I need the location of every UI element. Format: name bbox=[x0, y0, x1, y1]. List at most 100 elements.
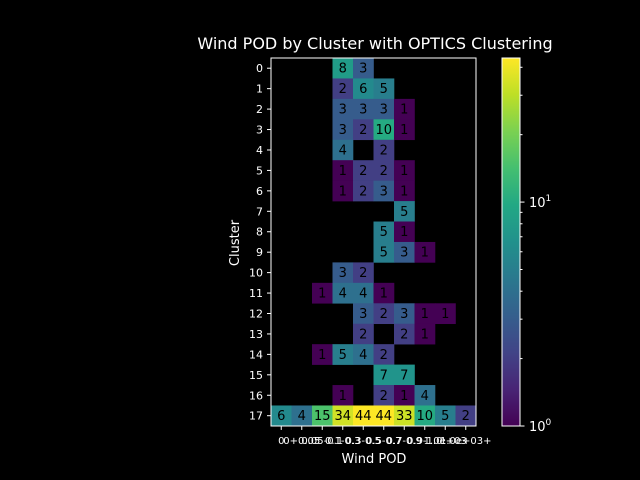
heatmap-cell bbox=[373, 282, 395, 304]
heatmap-cell bbox=[353, 262, 374, 284]
heatmap-cell bbox=[332, 282, 354, 304]
heatmap-cell bbox=[353, 98, 374, 120]
x-tick-label: 0.05-0.1 bbox=[301, 436, 343, 447]
heatmap-cell bbox=[373, 98, 395, 120]
heatmap-cell bbox=[394, 385, 415, 406]
y-tick-label: 10 bbox=[249, 267, 263, 280]
cell-value-label: 33 bbox=[396, 409, 413, 424]
heatmap-cell bbox=[373, 119, 395, 141]
cell-value-label: 2 bbox=[359, 184, 367, 199]
y-tick-label: 4 bbox=[256, 144, 263, 157]
x-tick-label: 1.0e+03 bbox=[424, 436, 467, 447]
cell-value-label: 2 bbox=[400, 327, 408, 342]
x-tick-label: 0+0.05 bbox=[283, 436, 320, 447]
cell-value-label: 3 bbox=[380, 103, 388, 118]
heatmap-cell bbox=[414, 241, 436, 263]
heatmap-cell bbox=[414, 323, 436, 345]
cell-value-label: 5 bbox=[380, 82, 388, 97]
cell-value-label: 8 bbox=[339, 62, 347, 77]
x-axis-label: Wind POD bbox=[342, 452, 407, 467]
cell-value-label: 1 bbox=[441, 307, 449, 322]
cell-value-label: 10 bbox=[416, 409, 433, 424]
y-tick-label: 6 bbox=[256, 185, 263, 198]
colorbar-tick-label: 100 bbox=[529, 418, 552, 435]
cell-value-label: 1 bbox=[318, 348, 326, 363]
heatmap-cell bbox=[455, 405, 477, 427]
y-tick-label: 15 bbox=[249, 369, 263, 382]
heatmap-cell bbox=[373, 221, 395, 243]
heatmap-cell bbox=[435, 303, 456, 325]
cell-value-label: 1 bbox=[400, 184, 408, 199]
heatmap-cell bbox=[373, 303, 395, 325]
cell-value-label: 3 bbox=[359, 307, 367, 322]
heatmap-cell bbox=[373, 385, 395, 406]
heatmap-cell bbox=[332, 139, 354, 161]
cell-value-label: 3 bbox=[400, 307, 408, 322]
heatmap-cell bbox=[353, 303, 374, 325]
heatmap-cell bbox=[312, 405, 333, 427]
cell-value-label: 2 bbox=[359, 266, 367, 281]
y-tick-label: 1 bbox=[256, 83, 263, 96]
heatmap-cell bbox=[414, 303, 436, 325]
heatmap-cell bbox=[373, 405, 395, 427]
cell-value-label: 3 bbox=[400, 246, 408, 261]
cell-value-label: 34 bbox=[334, 409, 351, 424]
cell-value-label: 4 bbox=[359, 287, 367, 302]
y-axis-label: Cluster bbox=[228, 219, 243, 266]
heatmap-cell bbox=[332, 119, 354, 141]
heatmap-cell bbox=[353, 160, 374, 181]
heatmap-cell bbox=[332, 262, 354, 284]
cell-value-label: 44 bbox=[375, 409, 392, 424]
x-tick-label: 0.3-0.5 bbox=[346, 436, 381, 447]
y-tick-label: 7 bbox=[256, 205, 263, 218]
y-tick-label: 0 bbox=[256, 62, 263, 75]
cell-value-label: 2 bbox=[462, 409, 470, 424]
heatmap-cell bbox=[332, 385, 354, 406]
cell-value-label: 5 bbox=[400, 205, 408, 220]
x-tick-label: 0.9-1.0 bbox=[407, 436, 442, 447]
heatmap-cell bbox=[291, 405, 313, 427]
cell-value-label: 1 bbox=[380, 287, 388, 302]
heatmap-cell bbox=[394, 180, 415, 202]
cell-value-label: 6 bbox=[277, 409, 285, 424]
y-tick-label: 5 bbox=[256, 164, 263, 177]
cell-value-label: 1 bbox=[339, 184, 347, 199]
cell-value-label: 10 bbox=[375, 123, 392, 138]
heatmap-cell bbox=[312, 344, 333, 365]
cell-value-label: 5 bbox=[339, 348, 347, 363]
x-tick-label: 0 bbox=[278, 436, 284, 447]
heatmap-cell bbox=[312, 282, 333, 304]
cell-value-label: 2 bbox=[380, 143, 388, 158]
cell-value-label: 2 bbox=[339, 82, 347, 97]
heatmap-cell bbox=[373, 160, 395, 181]
cell-value-label: 2 bbox=[380, 164, 388, 179]
cell-value-label: 7 bbox=[400, 368, 408, 383]
heatmap-cell bbox=[414, 385, 436, 406]
cell-value-label: 1 bbox=[400, 225, 408, 240]
heatmap-cell bbox=[373, 180, 395, 202]
cell-value-label: 1 bbox=[421, 307, 429, 322]
y-tick-label: 3 bbox=[256, 124, 263, 137]
cell-value-label: 3 bbox=[339, 103, 347, 118]
heatmap-cell bbox=[394, 221, 415, 243]
x-tick-label: 0.5-0.7 bbox=[366, 436, 401, 447]
cell-value-label: 1 bbox=[400, 103, 408, 118]
heatmap-cell bbox=[353, 119, 374, 141]
cell-value-label: 5 bbox=[441, 409, 449, 424]
heatmap-cell bbox=[394, 98, 415, 120]
y-tick-label: 13 bbox=[249, 328, 263, 341]
cell-value-label: 3 bbox=[339, 123, 347, 138]
cell-value-label: 2 bbox=[380, 348, 388, 363]
cell-value-label: 1 bbox=[421, 327, 429, 342]
cell-value-label: 4 bbox=[298, 409, 306, 424]
heatmap-cell bbox=[394, 119, 415, 141]
y-tick-label: 14 bbox=[249, 348, 263, 361]
cell-value-label: 1 bbox=[400, 389, 408, 404]
heatmap-cell bbox=[394, 241, 415, 263]
colorbar-tick-label: 101 bbox=[529, 194, 551, 211]
heatmap-cell bbox=[373, 139, 395, 161]
y-tick-label: 8 bbox=[256, 226, 263, 239]
cell-value-label: 3 bbox=[339, 266, 347, 281]
